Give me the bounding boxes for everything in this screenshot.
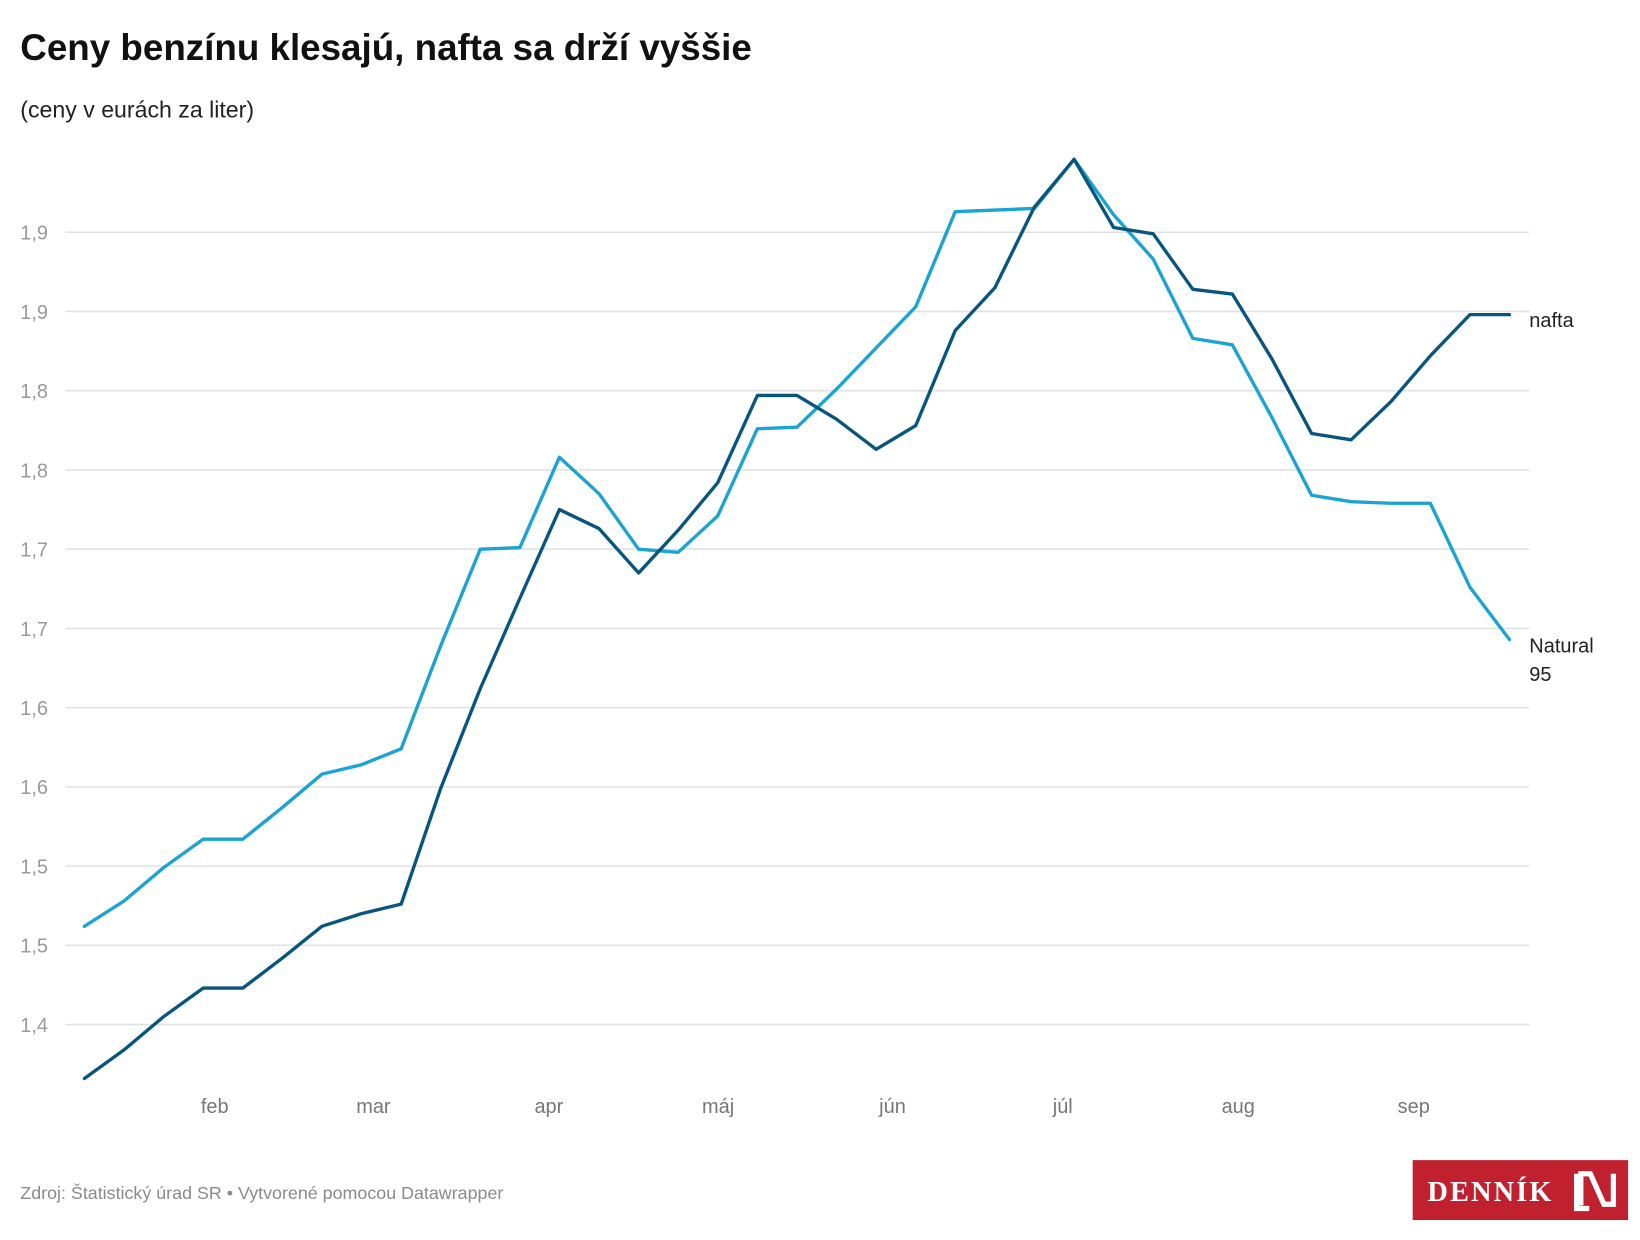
x-axis: feb mar apr máj jún júl aug sep [201,1096,1430,1118]
y-tick-label: 1,7 [20,540,48,562]
x-tick-label: aug [1222,1096,1255,1118]
series-label-natural95-line1: Natural [1529,636,1593,658]
series-line-natural-95 [82,157,1512,929]
y-tick-label: 1,8 [20,460,48,482]
y-tick-label: 1,6 [20,777,48,799]
x-tick-label: máj [702,1096,734,1118]
y-tick-label: 1,4 [20,1015,48,1037]
y-tick-label: 1,9 [20,302,48,324]
logo-n-icon [1573,1171,1617,1212]
x-tick-label: feb [201,1096,229,1118]
x-tick-label: mar [356,1096,391,1118]
gridlines [65,231,1530,1026]
x-tick-label: sep [1398,1096,1430,1118]
chart-title: Ceny benzínu klesajú, nafta sa drží vyšš… [20,27,752,68]
series-label-natural95-line2: 95 [1529,664,1551,686]
series-label-nafta: nafta [1529,310,1574,332]
series-line-nafta [82,157,1512,1081]
logo-background [1412,1160,1629,1221]
y-tick-label: 1,6 [20,698,48,720]
y-axis: 1,4 1,5 1,5 1,6 1,6 1,7 1,7 1,8 1,8 1,9 1,9 [20,223,48,1037]
y-tick-label: 1,8 [20,381,48,403]
x-tick-label: júl [1052,1096,1073,1118]
source-note: Zdroj: Štatistický úrad SR • Vytvorené p… [20,1182,503,1203]
x-tick-label: jún [878,1096,906,1118]
series-lines [82,157,1512,1081]
dennik-n-logo[interactable]: DENNÍK [1412,1160,1629,1221]
x-tick-label: apr [534,1096,563,1118]
y-tick-label: 1,7 [20,619,48,641]
chart-subtitle: (ceny v eurách za liter) [20,97,254,123]
y-tick-label: 1,9 [20,223,48,245]
y-tick-label: 1,5 [20,856,48,878]
logo-wordmark: DENNÍK [1427,1177,1553,1208]
y-tick-label: 1,5 [20,936,48,958]
